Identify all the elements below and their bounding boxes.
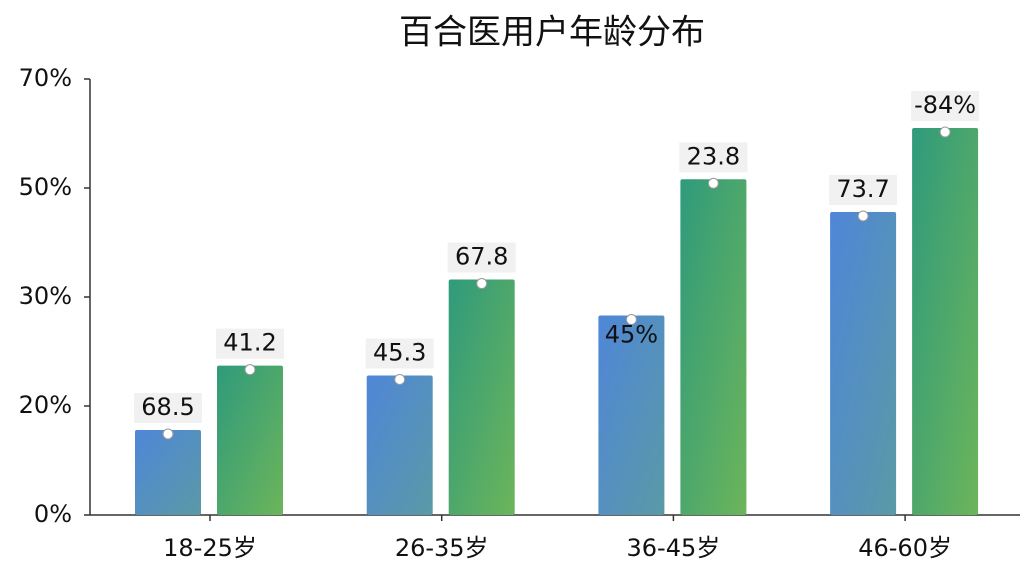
y-tick-label: 30% [19, 282, 72, 310]
annotation: 45% [605, 321, 658, 349]
annotation: 73.7 [836, 175, 889, 203]
point-marker [244, 364, 256, 376]
y-tick-label: 20% [19, 391, 72, 419]
y-tick-label: 50% [19, 173, 72, 201]
label-bg [216, 328, 284, 359]
chart-title: 百合医用户年龄分布 [399, 13, 705, 53]
point-marker [707, 177, 719, 189]
annotation: 23.8 [687, 142, 740, 170]
y-tick-label: 0% [34, 500, 72, 528]
point-marker [857, 210, 869, 222]
bar [680, 179, 747, 515]
bar [135, 429, 201, 515]
bar [830, 211, 897, 516]
label-bg [134, 392, 202, 423]
label-bg [679, 142, 748, 173]
label-bg [365, 338, 434, 369]
x-tick-label: 26-35岁 [395, 534, 489, 562]
bar [448, 279, 515, 515]
bar [217, 365, 283, 515]
x-tick-label: 36-45岁 [627, 534, 721, 562]
annotation: 67.8 [455, 243, 508, 271]
bar [366, 375, 433, 515]
point-marker [939, 126, 951, 138]
point-marker [476, 278, 488, 290]
point-marker [394, 373, 406, 385]
y-tick-label: 70% [19, 64, 72, 92]
label-bg [829, 174, 898, 205]
annotation: 68.5 [141, 393, 194, 421]
label-bg [447, 242, 516, 273]
annotation: 41.2 [223, 329, 276, 357]
x-tick-label: 18-25岁 [163, 534, 257, 562]
annotation: -84% [914, 91, 976, 119]
bar [912, 128, 979, 516]
label-bg [911, 91, 980, 122]
point-marker [162, 428, 174, 440]
point-marker [625, 314, 637, 326]
x-tick-label: 46-60岁 [858, 534, 952, 562]
bar [598, 315, 665, 515]
annotation: 45.3 [373, 338, 426, 366]
